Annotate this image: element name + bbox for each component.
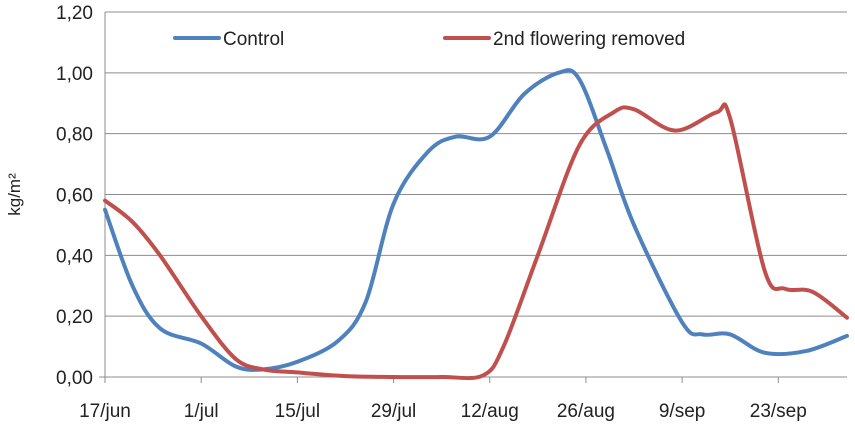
y-tick-label: 0,80 (56, 125, 93, 146)
y-tick-label: 1,00 (56, 64, 93, 85)
x-tick-label: 17/jun (79, 401, 131, 422)
x-tick-labels: 17/jun 1/jul 15/jul 29/jul 12/aug 26/aug 9/sep… (79, 401, 807, 422)
legend-label-control: Control (223, 29, 284, 50)
series-line-2nd-flowering-removed (103, 102, 849, 381)
y-tick-label: 0,00 (56, 368, 93, 389)
x-tick-label: 1/jul (184, 401, 219, 422)
x-tick-label: 9/sep (659, 401, 705, 422)
y-tick-label: 0,40 (56, 246, 93, 267)
grid-lines (105, 11, 847, 317)
x-tick-label: 12/aug (461, 401, 519, 422)
legend: Control 2nd flowering removed (173, 29, 685, 50)
legend-label-2nd-flowering-removed: 2nd flowering removed (493, 29, 685, 50)
series-lines (103, 68, 849, 381)
y-tick-label: 1,20 (56, 3, 93, 24)
x-tick-label: 23/sep (750, 401, 807, 422)
x-tick-label: 15/jul (275, 401, 320, 422)
series-line-control (103, 68, 849, 372)
y-tick-label: 0,20 (56, 307, 93, 328)
y-tick-label: 0,60 (56, 186, 93, 207)
x-tick-label: 26/aug (557, 401, 615, 422)
y-axis-title: kg/m² (5, 173, 24, 216)
x-tick-label: 29/jul (371, 401, 416, 422)
y-tick-labels: 0,00 0,20 0,40 0,60 0,80 1,00 1,20 (56, 3, 93, 389)
